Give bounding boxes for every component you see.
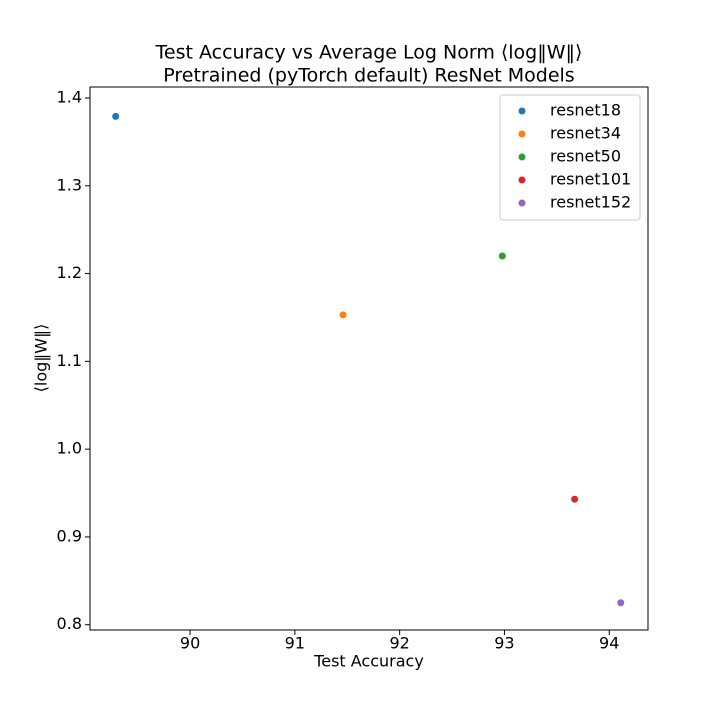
y-tick-label: 1.0 bbox=[57, 439, 82, 458]
legend-label: resnet18 bbox=[550, 101, 621, 120]
y-tick-label: 0.9 bbox=[57, 526, 82, 545]
x-tick-label: 92 bbox=[389, 634, 409, 653]
point bbox=[498, 252, 506, 260]
legend-marker bbox=[518, 130, 526, 138]
chart-title: Test Accuracy vs Average Log Norm ⟨log‖W… bbox=[155, 42, 583, 64]
legend-label: resnet50 bbox=[550, 147, 621, 166]
x-tick-label: 94 bbox=[599, 634, 619, 653]
x-tick-label: 93 bbox=[494, 634, 514, 653]
y-axis-label: ⟨log‖W‖⟩ bbox=[32, 324, 51, 393]
legend-label: resnet152 bbox=[550, 193, 631, 212]
x-axis-label: Test Accuracy bbox=[313, 652, 424, 671]
x-tick-label: 90 bbox=[180, 634, 200, 653]
legend-marker bbox=[518, 199, 526, 207]
y-tick-label: 1.1 bbox=[57, 351, 82, 370]
legend-marker bbox=[518, 153, 526, 161]
chart-subtitle: Pretrained (pyTorch default) ResNet Mode… bbox=[163, 65, 574, 87]
legend-label: resnet34 bbox=[550, 124, 621, 143]
legend-box bbox=[499, 94, 641, 221]
y-tick-label: 1.4 bbox=[57, 87, 82, 106]
x-tick-label: 91 bbox=[285, 634, 305, 653]
point bbox=[617, 599, 625, 607]
plot-area bbox=[89, 86, 649, 631]
y-tick-label: 0.8 bbox=[57, 614, 82, 633]
y-tick-label: 1.2 bbox=[57, 263, 82, 282]
point bbox=[339, 311, 347, 319]
y-tick-label: 1.3 bbox=[57, 175, 82, 194]
legend-label: resnet101 bbox=[550, 170, 631, 189]
point bbox=[112, 112, 120, 120]
legend-marker bbox=[518, 107, 526, 115]
point bbox=[571, 495, 579, 503]
legend-marker bbox=[518, 176, 526, 184]
